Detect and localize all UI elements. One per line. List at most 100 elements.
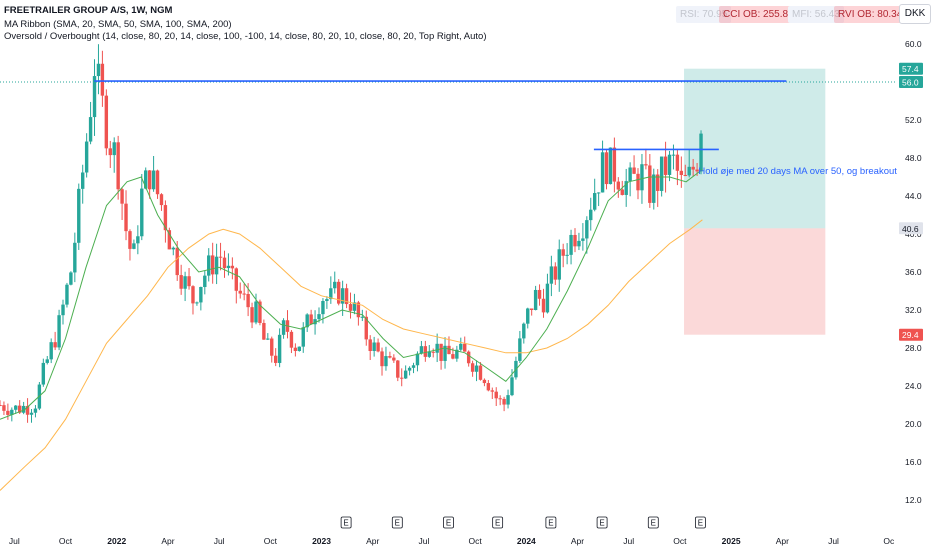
candle-body (218, 256, 223, 258)
earnings-marker-label: E (395, 519, 400, 528)
candle-body (210, 255, 215, 275)
candle-body (687, 166, 691, 176)
candle-body (423, 346, 428, 357)
candle-body (270, 338, 274, 356)
candle-body (321, 300, 325, 315)
candle-body (10, 409, 14, 415)
y-tick-label: 44.0 (905, 191, 922, 201)
candle-body (29, 412, 34, 415)
candle-body (352, 302, 357, 311)
candle-body (17, 405, 22, 413)
candle-body (494, 391, 498, 399)
candle-body (679, 170, 684, 176)
candle-body (691, 166, 695, 170)
candle-body (502, 398, 506, 405)
candle-body (325, 299, 329, 301)
annotation-text: Hold øje med 20 days MA over 50, og brea… (698, 166, 897, 177)
candle-body (65, 284, 69, 305)
candle-body (632, 167, 636, 174)
candle-body (45, 359, 49, 363)
x-tick-label: Apr (571, 536, 584, 546)
candle-body (344, 288, 349, 305)
candle-body (364, 316, 368, 340)
candles (0, 44, 703, 423)
candle-body (659, 156, 664, 191)
ma20-line (0, 169, 703, 420)
earnings-marker-label: E (599, 519, 604, 528)
candle-body (333, 281, 337, 289)
price-label-stop-text: 29.4 (902, 330, 919, 340)
earnings-marker-label: E (651, 519, 656, 528)
candle-body (289, 331, 294, 348)
candle-body (214, 256, 219, 275)
earnings-marker (443, 516, 454, 529)
currency-selector[interactable]: DKK (899, 4, 931, 24)
candle-body (490, 390, 494, 392)
candle-body (581, 238, 585, 241)
candle-body (266, 338, 270, 340)
candle-body (569, 234, 573, 255)
symbol-title: FREETRAILER GROUP A/S, 1W, NGM (4, 5, 173, 16)
candle-body (411, 365, 416, 368)
earnings-marker (492, 516, 504, 529)
candle-body (246, 293, 250, 308)
candle-body (589, 209, 593, 221)
candle-body (96, 63, 101, 77)
candle-body (407, 367, 412, 371)
candle-body (336, 281, 341, 304)
cci-badge: CCI OB: 255.83 (719, 6, 798, 23)
candle-body (136, 236, 140, 244)
candle-body (112, 142, 116, 156)
candle-body (179, 275, 183, 289)
earnings-marker-label: E (698, 519, 703, 528)
candle-body (435, 343, 439, 353)
candle-body (592, 193, 597, 210)
candle-body (616, 181, 621, 190)
candle-body (61, 304, 65, 316)
candle-body (69, 272, 73, 285)
earnings-marker (545, 516, 557, 529)
ma-ribbon-legend[interactable]: MA Ribbon (SMA, 20, SMA, 50, SMA, 100, S… (4, 19, 232, 30)
candle-body (242, 293, 246, 295)
candle-body (100, 63, 105, 96)
candle-body (439, 343, 443, 361)
candle-body (151, 170, 156, 190)
candle-body (498, 398, 502, 400)
oversold-overbought-legend[interactable]: Oversold / Overbought (14, close, 80, 20… (4, 31, 487, 42)
candle-body (167, 230, 172, 250)
x-tick-label: Jul (9, 536, 20, 546)
candle-body (600, 152, 605, 193)
candle-body (356, 302, 361, 318)
candle-body (329, 288, 333, 300)
y-tick-label: 32.0 (905, 305, 922, 315)
candle-body (474, 365, 479, 372)
x-tick-label: 2022 (107, 536, 126, 546)
candle-body (57, 315, 61, 348)
candle-body (33, 408, 38, 413)
candle-body (88, 117, 93, 142)
mfi-badge: MFI: 56.43 (788, 6, 844, 23)
candle-body (529, 308, 534, 311)
candle-body (250, 307, 254, 323)
price-label-entry-text: 40.6 (902, 224, 919, 234)
x-tick-label: Oct (59, 536, 73, 546)
candle-body (120, 189, 124, 204)
price-scale (897, 0, 932, 550)
earnings-marker-label: E (343, 519, 348, 528)
y-tick-label: 28.0 (905, 343, 922, 353)
candle-body (396, 360, 400, 378)
candle-body (104, 95, 109, 149)
candle-body (175, 247, 179, 276)
candle-body (262, 322, 266, 340)
x-tick-label: Apr (776, 536, 789, 546)
candle-body (604, 152, 609, 185)
candle-body (147, 170, 152, 190)
candle-body (596, 192, 601, 194)
candle-body (128, 231, 132, 249)
candle-body (81, 172, 85, 189)
stop-zone (684, 228, 826, 335)
candle-body (388, 356, 392, 358)
candle-body (510, 377, 514, 396)
candle-body (506, 395, 510, 405)
